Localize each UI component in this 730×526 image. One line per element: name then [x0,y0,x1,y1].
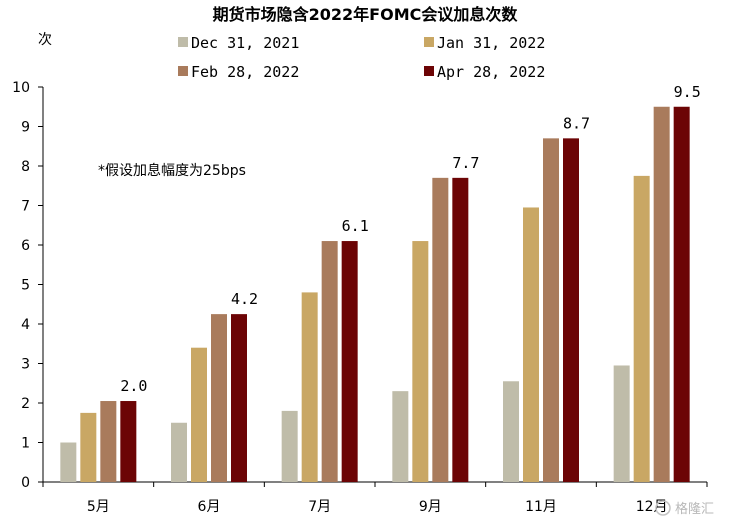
bar [321,241,338,482]
bar [60,442,77,482]
bar [673,106,690,482]
y-tick-label: 2 [21,396,30,412]
legend-entry: Jan 31, 2022 [437,34,545,52]
plot-area: 0 1 2 3 4 5 6 7 8 9 10 5月 2.0 6月 4.2 7月 6.1 9月 7.7 11月 8.7 12… [12,80,708,515]
y-tick-label: 4 [21,317,30,333]
x-tick-label: 7月 [308,499,331,515]
x-tick-label: 6月 [198,499,221,515]
data-label: 2.0 [120,377,147,395]
watermark: 格隆汇 [655,500,714,517]
bar [211,314,227,482]
legend-entry: Apr 28, 2022 [437,63,545,81]
y-tick-label: 3 [21,357,30,373]
y-tick-label: 6 [21,238,30,254]
x-tick-label: 5月 [87,499,110,515]
bar [563,138,579,482]
y-tick-label: 0 [21,475,30,491]
bar [412,241,429,482]
bar [80,412,97,482]
legend-swatch [424,66,434,76]
x-tick-label: 12月 [636,499,668,515]
watermark-text: 格隆汇 [675,501,714,517]
y-axis-label: 次 [38,32,52,48]
bar [341,241,358,482]
bar [120,401,137,482]
bar [633,175,650,482]
y-tick-label: 8 [21,159,30,175]
bar [653,106,670,482]
legend: Dec 31, 2021 Jan 31, 2022 Feb 28, 2022 Apr … [178,34,545,81]
bar [432,177,449,482]
bar [392,391,409,482]
bar [452,177,469,482]
bar [613,365,630,482]
chart-title: 期货市场隐含2022年FOMC会议加息次数 [213,5,519,24]
bar [523,207,539,482]
y-tick-label: 5 [21,278,30,294]
bar [503,381,519,482]
y-tick-label: 10 [12,80,30,96]
y-tick-label: 9 [21,120,30,136]
chart-annotation: *假设加息幅度为25bps [98,162,246,179]
bar [543,138,559,482]
legend-swatch [178,66,188,76]
y-tick-label: 7 [21,199,30,215]
x-tick-label: 9月 [419,499,442,515]
bar [191,347,207,482]
legend-entry: Feb 28, 2022 [191,63,299,81]
bar [281,410,298,482]
legend-swatch [178,37,188,47]
x-tick-label: 11月 [525,499,557,515]
bar [301,292,318,482]
bar [171,422,187,482]
data-label: 9.5 [674,83,701,101]
data-label: 4.2 [231,290,258,308]
legend-entry: Dec 31, 2021 [191,34,299,52]
legend-swatch [424,37,434,47]
data-label: 6.1 [342,217,369,235]
y-tick-label: 1 [21,436,30,452]
data-label: 8.7 [563,114,590,132]
bar [100,401,117,482]
watermark-logo-icon [655,500,671,516]
data-label: 7.7 [452,154,479,172]
bar [231,314,247,482]
